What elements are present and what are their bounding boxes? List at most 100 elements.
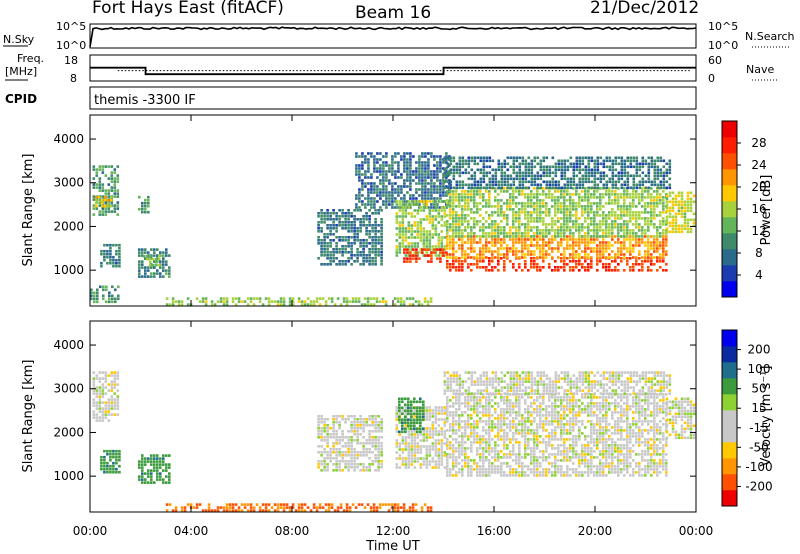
power-cell (104, 210, 108, 213)
power-cell (656, 232, 659, 235)
power-cell (455, 226, 458, 229)
power-cell (449, 180, 453, 184)
power-cell (548, 232, 551, 235)
power-cell (518, 162, 522, 166)
power-cell (656, 229, 659, 232)
velocity-cell (359, 421, 362, 424)
power-cell (430, 254, 433, 257)
power-cell (419, 218, 423, 221)
power-cell (578, 159, 582, 163)
velocity-cell (359, 415, 362, 418)
power-cell (488, 247, 491, 250)
power-cell (539, 244, 542, 247)
power-cell (485, 269, 488, 272)
power-cell (344, 236, 347, 239)
power-cell (572, 241, 575, 244)
velocity-cell (144, 478, 147, 481)
velocity-cell (362, 430, 365, 433)
velocity-cell (174, 509, 178, 512)
power-cell (590, 180, 594, 184)
power-cell (557, 269, 560, 272)
power-cell (479, 260, 482, 263)
power-cell (367, 152, 370, 155)
power-cell (431, 245, 435, 248)
velocity-cell (335, 451, 338, 454)
power-cell (98, 195, 101, 199)
power-cell (569, 208, 572, 211)
power-cell (578, 260, 581, 263)
power-cell (461, 247, 464, 250)
power-cell (115, 249, 118, 253)
power-cell (569, 269, 572, 272)
power-cell (437, 212, 441, 215)
velocity-cell (162, 469, 165, 472)
power-cell (371, 263, 374, 266)
velocity-cell (416, 412, 419, 416)
power-cell (150, 272, 153, 275)
power-cell (431, 218, 435, 221)
velocity-cell (425, 454, 429, 457)
power-cell (545, 205, 548, 208)
velocity-cell (458, 429, 461, 432)
power-cell (575, 238, 578, 241)
velocity-cell (443, 451, 447, 454)
power-cell (692, 224, 696, 228)
power-cell (364, 158, 367, 161)
power-cell (96, 291, 99, 295)
power-cell (566, 177, 570, 181)
power-cell (650, 205, 653, 208)
power-cell (638, 186, 642, 190)
velocity-cell (470, 399, 473, 402)
power-cell (409, 185, 412, 188)
power-cell (656, 186, 660, 190)
velocity-cell (413, 397, 416, 401)
velocity-cell (458, 426, 461, 429)
power-cell (488, 183, 492, 187)
power-cell (488, 205, 491, 208)
power-cell (500, 241, 503, 244)
power-cell (626, 183, 630, 187)
power-cell (147, 210, 150, 214)
power-cell (317, 227, 320, 230)
power-cell (385, 155, 388, 158)
power-cell (332, 233, 335, 236)
velocity-cell (356, 436, 359, 439)
power-cell (512, 211, 515, 214)
power-cell (647, 211, 650, 214)
power-cell (365, 212, 368, 215)
velocity-cell (470, 423, 473, 426)
power-cell (397, 164, 400, 167)
velocity-cell (360, 503, 364, 506)
velocity-cell (419, 424, 422, 428)
velocity-cell (237, 506, 241, 509)
power-cell (413, 230, 417, 233)
velocity-cell (440, 445, 444, 448)
velocity-cell (112, 470, 115, 474)
velocity-cell (428, 409, 432, 412)
power-cell (605, 174, 609, 178)
power-cell (635, 256, 638, 259)
velocity-cell (344, 460, 347, 463)
power-cell (530, 196, 533, 199)
velocity-cell (347, 436, 350, 439)
power-cell (98, 204, 102, 207)
power-cell (593, 186, 597, 190)
power-cell (575, 244, 578, 247)
power-cell (512, 159, 516, 163)
power-cell (461, 162, 465, 166)
power-cell (617, 162, 621, 166)
power-cell (424, 176, 427, 179)
velocity-cell (338, 424, 341, 427)
power-cell (361, 179, 364, 182)
power-cell (515, 159, 519, 163)
velocity-cell (410, 457, 414, 460)
power-cell (467, 162, 471, 166)
power-cell (467, 235, 470, 238)
power-cell (162, 254, 165, 257)
power-cell (455, 217, 458, 220)
power-cell (500, 171, 504, 175)
power-cell (545, 211, 548, 214)
power-cell (171, 303, 175, 306)
power-cell (421, 170, 424, 173)
velocity-cell (413, 433, 417, 436)
